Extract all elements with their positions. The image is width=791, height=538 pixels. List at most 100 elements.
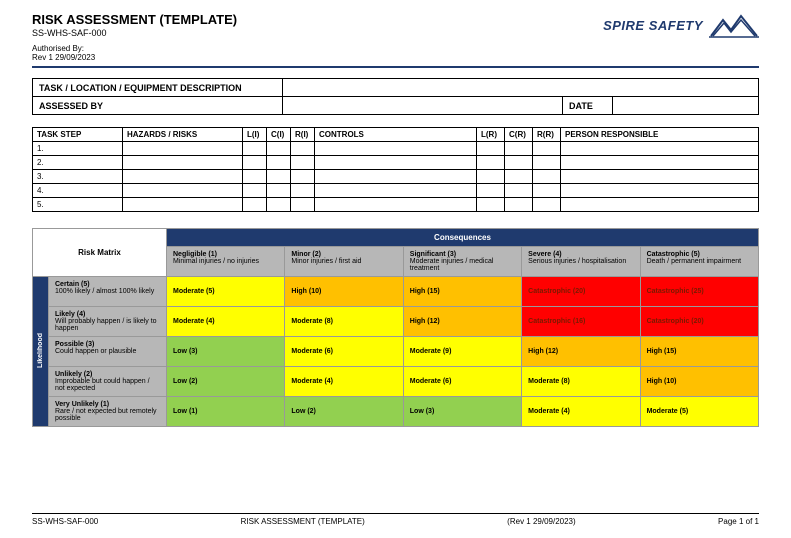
hazard-cell[interactable] [533,198,561,212]
hazard-cell[interactable]: 5. [33,198,123,212]
hazard-cell[interactable] [561,156,759,170]
hazard-col-header: C(R) [505,128,533,142]
hazard-cell[interactable] [505,156,533,170]
hazard-cell[interactable] [533,142,561,156]
hazard-cell[interactable] [315,184,477,198]
authorised-by-label: Authorised By: [32,44,237,53]
hazard-col-header: HAZARDS / RISKS [123,128,243,142]
matrix-cell: Low (1) [167,397,285,427]
matrix-cell: Catastrophic (25) [640,277,758,307]
hazard-cell[interactable] [477,142,505,156]
hazard-cell[interactable] [123,184,243,198]
hazard-cell[interactable] [267,156,291,170]
task-location-value[interactable] [283,79,759,97]
hazard-cell[interactable] [291,198,315,212]
date-value[interactable] [613,97,759,115]
hazard-cell[interactable] [291,142,315,156]
matrix-cell: Moderate (6) [403,367,521,397]
matrix-cell: Moderate (9) [403,337,521,367]
likelihood-row-header: Possible (3)Could happen or plausible [49,337,167,367]
hazard-cell[interactable] [533,184,561,198]
task-location-label: TASK / LOCATION / EQUIPMENT DESCRIPTION [33,79,283,97]
matrix-cell: Moderate (6) [285,337,403,367]
hazard-cell[interactable] [505,142,533,156]
consequence-col-header: Severe (4)Serious injuries / hospitalisa… [522,247,640,277]
footer-title: RISK ASSESSMENT (TEMPLATE) [241,517,365,526]
consequence-col-header: Negligible (1)Minimal injuries / no inju… [167,247,285,277]
matrix-cell: Moderate (8) [285,307,403,337]
revision-text: Rev 1 29/09/2023 [32,53,237,62]
hazard-cell[interactable] [533,170,561,184]
hazard-col-header: R(I) [291,128,315,142]
matrix-cell: High (12) [522,337,640,367]
hazard-cell[interactable] [561,170,759,184]
footer-page: Page 1 of 1 [718,517,759,526]
matrix-cell: Moderate (5) [640,397,758,427]
hazard-cell[interactable] [123,198,243,212]
mountain-logo-icon [709,12,759,38]
hazard-cell[interactable] [267,170,291,184]
assessed-by-value[interactable] [283,97,563,115]
brand-logo: SPIRE SAFETY [603,12,759,38]
hazard-cell[interactable] [505,170,533,184]
matrix-cell: Low (2) [167,367,285,397]
likelihood-row-header: Likely (4)Will probably happen / is like… [49,307,167,337]
hazard-table: TASK STEPHAZARDS / RISKSL(I)C(I)R(I)CONT… [32,127,759,212]
hazard-cell[interactable] [315,198,477,212]
hazard-col-header: L(R) [477,128,505,142]
hazard-cell[interactable] [123,142,243,156]
hazard-cell[interactable] [267,184,291,198]
hazard-cell[interactable] [561,184,759,198]
hazard-cell[interactable] [243,170,267,184]
hazard-cell[interactable] [291,156,315,170]
matrix-cell: Low (3) [167,337,285,367]
hazard-cell[interactable] [291,184,315,198]
hazard-cell[interactable]: 4. [33,184,123,198]
matrix-cell: Catastrophic (20) [640,307,758,337]
consequence-col-header: Significant (3)Moderate injuries / medic… [403,247,521,277]
hazard-cell[interactable] [243,198,267,212]
hazard-cell[interactable] [123,156,243,170]
hazard-cell[interactable] [291,170,315,184]
hazard-row: 3. [33,170,759,184]
hazard-cell[interactable]: 1. [33,142,123,156]
matrix-cell: Low (3) [403,397,521,427]
matrix-cell: Moderate (4) [167,307,285,337]
hazard-cell[interactable] [243,156,267,170]
hazard-row: 2. [33,156,759,170]
hazard-col-header: CONTROLS [315,128,477,142]
footer-doc-id: SS-WHS-SAF-000 [32,517,98,526]
matrix-cell: High (15) [403,277,521,307]
hazard-cell[interactable] [315,142,477,156]
assessed-by-label: ASSESSED BY [33,97,283,115]
hazard-cell[interactable]: 3. [33,170,123,184]
hazard-cell[interactable] [477,184,505,198]
page-footer: SS-WHS-SAF-000 RISK ASSESSMENT (TEMPLATE… [32,513,759,526]
header-left: RISK ASSESSMENT (TEMPLATE) SS-WHS-SAF-00… [32,12,237,62]
hazard-cell[interactable] [505,184,533,198]
hazard-cell[interactable] [477,198,505,212]
footer-rev: (Rev 1 29/09/2023) [507,517,576,526]
hazard-cell[interactable] [267,142,291,156]
hazard-cell[interactable] [315,156,477,170]
hazard-cell[interactable] [533,156,561,170]
hazard-cell[interactable] [243,142,267,156]
hazard-cell[interactable] [477,156,505,170]
brand-text: SPIRE SAFETY [603,18,703,33]
doc-id: SS-WHS-SAF-000 [32,28,237,38]
hazard-cell[interactable] [505,198,533,212]
matrix-cell: Moderate (8) [522,367,640,397]
hazard-cell[interactable] [243,184,267,198]
hazard-cell[interactable]: 2. [33,156,123,170]
hazard-col-header: L(I) [243,128,267,142]
hazard-cell[interactable] [477,170,505,184]
hazard-cell[interactable] [561,142,759,156]
hazard-cell[interactable] [267,198,291,212]
hazard-cell[interactable] [561,198,759,212]
hazard-cell[interactable] [123,170,243,184]
doc-title: RISK ASSESSMENT (TEMPLATE) [32,12,237,27]
hazard-col-header: TASK STEP [33,128,123,142]
consequences-header: Consequences [167,229,759,247]
hazard-cell[interactable] [315,170,477,184]
hazard-row: 4. [33,184,759,198]
